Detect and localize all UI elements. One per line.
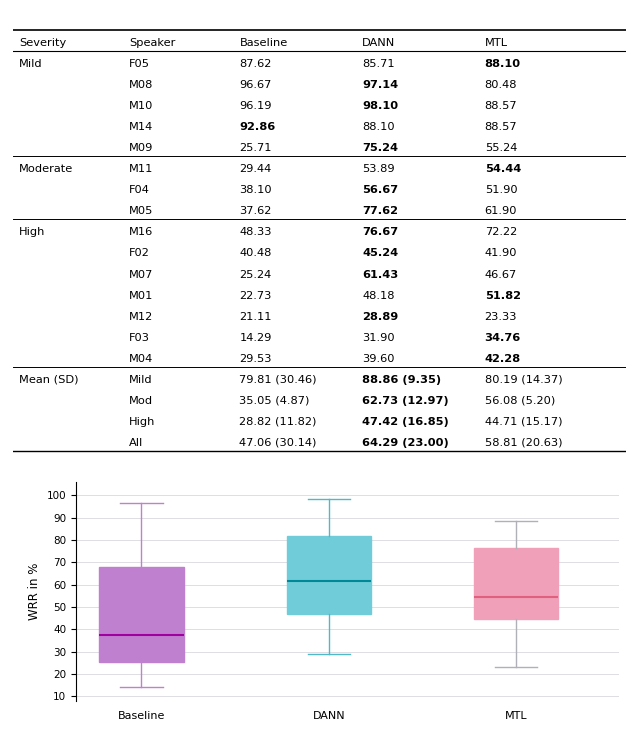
Text: 64.29 (23.00): 64.29 (23.00) xyxy=(362,438,449,448)
Text: Severity: Severity xyxy=(19,38,66,48)
Text: 39.60: 39.60 xyxy=(362,354,394,364)
Text: 72.22: 72.22 xyxy=(485,228,517,237)
Text: 21.11: 21.11 xyxy=(240,312,272,322)
Text: 88.86 (9.35): 88.86 (9.35) xyxy=(362,374,441,385)
Text: Mean (SD): Mean (SD) xyxy=(19,374,78,385)
Text: 98.10: 98.10 xyxy=(362,101,398,111)
Text: M08: M08 xyxy=(129,80,154,90)
Text: Mild: Mild xyxy=(19,59,42,69)
Text: F05: F05 xyxy=(129,59,150,69)
Text: 96.67: 96.67 xyxy=(240,80,272,90)
Text: 56.67: 56.67 xyxy=(362,185,398,196)
Text: 37.62: 37.62 xyxy=(240,207,272,216)
Text: F04: F04 xyxy=(129,185,150,196)
Text: 29.44: 29.44 xyxy=(240,164,272,174)
Text: 80.48: 80.48 xyxy=(485,80,517,90)
Text: 54.44: 54.44 xyxy=(485,164,521,174)
Text: 44.71 (15.17): 44.71 (15.17) xyxy=(485,417,562,427)
Text: High: High xyxy=(19,228,45,237)
Text: 53.89: 53.89 xyxy=(362,164,395,174)
Text: 23.33: 23.33 xyxy=(485,312,517,322)
Text: 79.81 (30.46): 79.81 (30.46) xyxy=(240,374,317,385)
Text: 25.24: 25.24 xyxy=(240,269,272,280)
Text: 42.28: 42.28 xyxy=(485,354,521,364)
Text: M07: M07 xyxy=(129,269,154,280)
Text: All: All xyxy=(129,438,143,448)
Text: M04: M04 xyxy=(129,354,154,364)
Text: 61.43: 61.43 xyxy=(362,269,398,280)
Text: F02: F02 xyxy=(129,248,150,258)
Text: MTL: MTL xyxy=(485,38,507,48)
Text: 96.19: 96.19 xyxy=(240,101,272,111)
Text: 80.19 (14.37): 80.19 (14.37) xyxy=(485,374,562,385)
PathPatch shape xyxy=(474,548,559,619)
Text: 38.10: 38.10 xyxy=(240,185,272,196)
Text: 25.71: 25.71 xyxy=(240,143,272,153)
Text: 61.90: 61.90 xyxy=(485,207,517,216)
Text: 88.57: 88.57 xyxy=(485,101,518,111)
Text: 46.67: 46.67 xyxy=(485,269,517,280)
Text: 62.73 (12.97): 62.73 (12.97) xyxy=(362,396,449,406)
Text: 56.08 (5.20): 56.08 (5.20) xyxy=(485,396,555,406)
Text: 48.33: 48.33 xyxy=(240,228,272,237)
Text: 88.10: 88.10 xyxy=(362,122,395,132)
Text: 48.18: 48.18 xyxy=(362,291,394,301)
Text: 58.81 (20.63): 58.81 (20.63) xyxy=(485,438,562,448)
Text: 87.62: 87.62 xyxy=(240,59,272,69)
Text: 35.05 (4.87): 35.05 (4.87) xyxy=(240,396,310,406)
Y-axis label: WRR in %: WRR in % xyxy=(28,563,41,620)
Text: DANN: DANN xyxy=(362,38,396,48)
Text: 51.82: 51.82 xyxy=(485,291,521,301)
Text: 14.29: 14.29 xyxy=(240,333,272,342)
Text: Baseline: Baseline xyxy=(240,38,288,48)
Text: 28.82 (11.82): 28.82 (11.82) xyxy=(240,417,317,427)
Text: 76.67: 76.67 xyxy=(362,228,398,237)
Text: M14: M14 xyxy=(129,122,154,132)
Text: 45.24: 45.24 xyxy=(362,248,398,258)
Text: 41.90: 41.90 xyxy=(485,248,517,258)
Text: High: High xyxy=(129,417,155,427)
Text: 77.62: 77.62 xyxy=(362,207,398,216)
Text: 88.57: 88.57 xyxy=(485,122,518,132)
Text: 29.53: 29.53 xyxy=(240,354,272,364)
Text: 85.71: 85.71 xyxy=(362,59,395,69)
Text: M10: M10 xyxy=(129,101,154,111)
Text: Mild: Mild xyxy=(129,374,153,385)
Text: 88.10: 88.10 xyxy=(485,59,521,69)
Text: 28.89: 28.89 xyxy=(362,312,398,322)
Text: M12: M12 xyxy=(129,312,154,322)
PathPatch shape xyxy=(99,566,184,662)
PathPatch shape xyxy=(287,536,371,615)
Text: M11: M11 xyxy=(129,164,154,174)
Text: 51.90: 51.90 xyxy=(485,185,518,196)
Text: Moderate: Moderate xyxy=(19,164,73,174)
Text: 92.86: 92.86 xyxy=(240,122,276,132)
Text: 40.48: 40.48 xyxy=(240,248,272,258)
Text: 97.14: 97.14 xyxy=(362,80,398,90)
Text: M01: M01 xyxy=(129,291,154,301)
Text: 47.06 (30.14): 47.06 (30.14) xyxy=(240,438,317,448)
Text: M09: M09 xyxy=(129,143,154,153)
Text: M05: M05 xyxy=(129,207,154,216)
Text: Speaker: Speaker xyxy=(129,38,176,48)
Text: 55.24: 55.24 xyxy=(485,143,517,153)
Text: M16: M16 xyxy=(129,228,154,237)
Text: 22.73: 22.73 xyxy=(240,291,272,301)
Text: F03: F03 xyxy=(129,333,150,342)
Text: 34.76: 34.76 xyxy=(485,333,521,342)
Text: 75.24: 75.24 xyxy=(362,143,398,153)
Text: 31.90: 31.90 xyxy=(362,333,395,342)
Text: Mod: Mod xyxy=(129,396,153,406)
Text: 47.42 (16.85): 47.42 (16.85) xyxy=(362,417,449,427)
